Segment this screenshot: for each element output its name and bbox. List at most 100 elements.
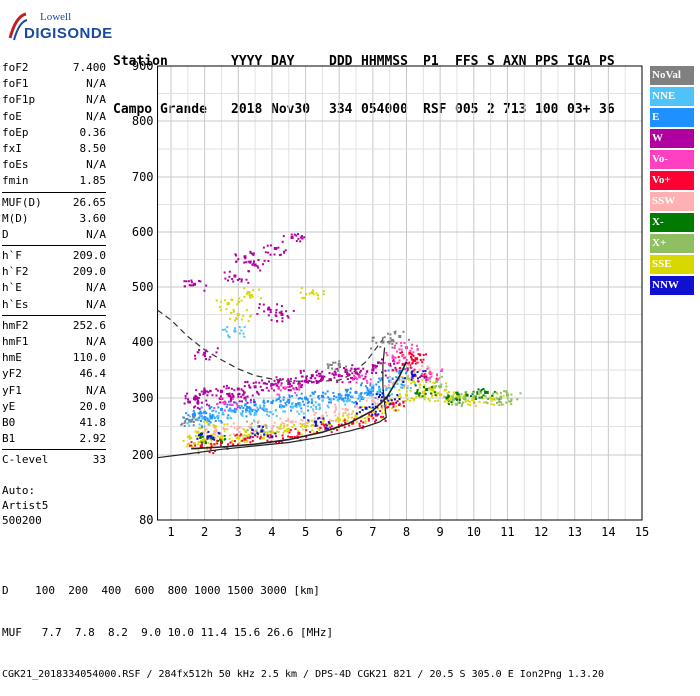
data-point [297,431,301,435]
data-point [336,399,339,401]
data-point [220,439,223,442]
data-point [311,391,314,394]
data-point [354,376,356,379]
data-point [355,420,358,423]
data-point [424,370,427,373]
data-point [375,341,378,344]
data-point [405,346,408,350]
data-point [315,408,318,410]
param-separator [2,314,106,316]
data-point [368,406,371,409]
data-point [198,427,201,430]
data-point [421,373,424,375]
data-point [398,402,401,405]
data-point [380,377,383,380]
data-point [290,420,294,424]
data-point [186,445,189,448]
y-tick-label: 80 [139,513,153,527]
data-point [209,414,212,417]
data-point [337,420,340,423]
data-point [209,390,212,393]
data-point [393,386,396,389]
param-name: hmF1 [2,335,29,348]
data-point [277,387,280,390]
data-point [229,434,232,437]
data-point [286,428,289,430]
data-point [471,392,474,395]
data-point [230,387,233,390]
data-point [194,398,197,401]
data-point [187,401,190,404]
data-point [310,419,313,422]
param-row: foF2 7.400 [2,60,106,76]
data-point [298,384,300,387]
data-point [410,376,413,379]
data-point [269,253,272,256]
data-point [318,408,321,411]
data-point [321,394,324,397]
data-point [230,425,233,428]
data-point [219,401,221,404]
data-point [209,355,212,358]
data-point [245,434,248,437]
data-point [208,451,211,453]
data-point [273,421,276,424]
data-point [300,407,303,410]
data-point [362,377,365,380]
data-point [252,408,255,411]
data-point [288,395,291,398]
data-point [376,391,379,394]
data-point [230,410,233,413]
data-point [425,379,428,381]
data-point [465,393,469,397]
param-value: N/A [86,93,106,107]
data-point [276,383,279,385]
param-row: h`F2 209.0 [2,264,106,280]
data-point [387,394,390,397]
data-point [381,337,384,340]
data-point [417,377,419,380]
data-point [357,375,361,379]
data-point [451,401,454,404]
data-point [411,358,414,361]
data-point [190,444,193,447]
data-point [321,399,324,402]
data-point [310,291,314,294]
data-point [232,422,235,425]
data-point [251,295,254,298]
data-point [251,252,254,255]
data-point [353,374,356,377]
data-point [215,394,218,397]
data-point [242,389,245,392]
data-point [476,392,479,395]
data-point [392,369,395,372]
data-point [428,376,431,379]
data-point [290,409,292,412]
data-point [286,315,289,317]
data-point [338,365,341,368]
data-point [235,317,238,320]
data-point [422,354,425,356]
data-point [380,405,383,408]
data-point [349,391,352,394]
data-point [245,430,248,433]
param-name: foF1 [2,77,29,91]
data-point [249,441,252,444]
data-point [510,403,513,406]
digisonde-logo-icon [8,12,28,41]
data-point [389,340,392,343]
data-point [429,388,432,391]
data-point [259,404,262,407]
data-point [335,408,337,411]
data-point [204,440,207,443]
param-name: foEp [2,125,29,139]
data-point [263,433,266,436]
data-point [205,420,208,423]
data-point [479,391,482,394]
data-point [435,385,438,387]
data-point [313,431,316,434]
data-point [281,421,284,424]
data-point [379,390,382,393]
data-point [467,403,470,406]
data-point [245,261,248,264]
